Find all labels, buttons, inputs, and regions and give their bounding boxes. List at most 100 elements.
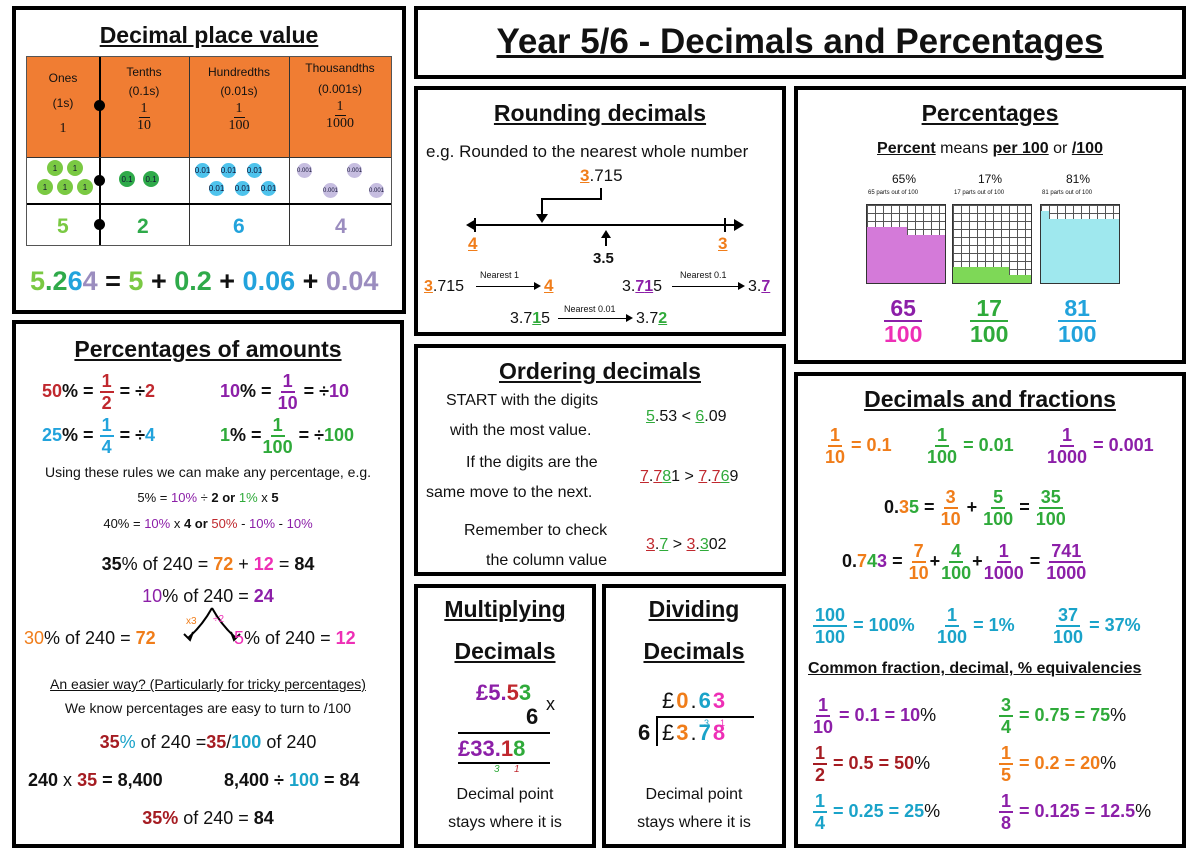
frac-den: 4 (1001, 717, 1012, 737)
ex-part: 10% (249, 516, 276, 531)
hundredths-fraction: 1 100 (229, 102, 250, 133)
frac-num: 1 (996, 541, 1011, 563)
frac-num: 100 (813, 605, 848, 627)
easier-line-4: 35% of 240 = 84 (16, 808, 400, 829)
frac: 7 10 (909, 542, 929, 582)
dfrac-expand-1: 0.35 = 3 10 + 5 100 = 35 100 (884, 488, 1067, 528)
dfrac-value: = 0.01 (963, 434, 1014, 455)
ones-value: 1 (59, 121, 67, 137)
rounding-digit: 3 (580, 166, 590, 185)
frac-den: 2 (101, 393, 112, 413)
div-caption-2: stays where it is (637, 814, 751, 831)
coin-hundredth: 0.01 (261, 181, 276, 196)
e-part: 7 (857, 550, 868, 571)
divisor: 6 (638, 720, 651, 745)
pct-value: = 37% (1089, 614, 1141, 635)
decimal-line (99, 57, 101, 245)
page-title: Year 5/6 - Decimals and Percentages (496, 22, 1104, 61)
hundredths-unit: (0.01s) (220, 83, 258, 98)
ex-part: .53 < (654, 408, 696, 425)
col-line (289, 57, 290, 245)
ex-part: 6 (720, 468, 730, 485)
arrow-right-icon (734, 219, 744, 231)
dividend: £3.78 (662, 720, 727, 746)
e-part: + (966, 496, 978, 517)
ex-part: 100 (231, 732, 262, 752)
e-part: = (1019, 496, 1030, 517)
div-part: £ (662, 688, 677, 713)
coin-tenth: 0.1 (119, 171, 135, 187)
ex-part: % of 240 = (121, 554, 214, 574)
ex3-result: 3.72 (636, 310, 667, 328)
frac-den: 100 (1053, 627, 1084, 647)
ex-part: 35 (101, 554, 122, 574)
frac: 1 100 (937, 606, 967, 646)
ex-rest: 3. (748, 278, 762, 295)
ex-part: 8,400 ÷ (224, 770, 289, 790)
ex-digit: 7 (761, 278, 771, 295)
frac-num: 1 (233, 101, 245, 119)
divide-2-label: ÷2 (213, 614, 225, 625)
ex-part: 6 (695, 408, 705, 425)
percent-amounts-title: Percentages of amounts (74, 336, 342, 362)
ex-part: - (237, 516, 250, 531)
ex-part: of 240 (261, 732, 317, 752)
dividing-title-1: Dividing (648, 596, 740, 622)
r-frac: 1 10 (278, 372, 298, 412)
def-part: means (935, 140, 993, 157)
frac-num: 1 (828, 425, 843, 447)
ex-part: 5 (234, 628, 245, 648)
frac-num: 7 (911, 541, 926, 563)
midpoint-label: 3.5 (593, 250, 614, 267)
ex3-label: Nearest 0.01 (564, 304, 616, 314)
ex-part: 30 (24, 628, 45, 648)
rounding-subtitle: e.g. Rounded to the nearest whole number (426, 142, 749, 161)
frac-den: 5 (1001, 765, 1012, 785)
frac-num: 741 (1049, 541, 1084, 563)
eq-digit: .2 (45, 266, 68, 296)
pct-value: = 100% (853, 614, 915, 635)
ex-rest: .715 (432, 278, 465, 295)
ex-part: 4 (183, 516, 192, 531)
ex-part: + (233, 554, 254, 574)
def-part: Percent (877, 140, 936, 157)
mult-part: £33. (458, 736, 501, 761)
frac-den: 1000 (326, 116, 354, 132)
eq-sign: + (295, 266, 326, 296)
equiv-value: = 0.1 = (839, 704, 901, 725)
equiv-value: = 0.2 = (1019, 752, 1081, 773)
header-ones: Ones (1s) 1 (27, 57, 99, 157)
r-pct: 1 (220, 424, 231, 445)
e-part: 0. (884, 496, 900, 517)
def-part: per 100 (992, 140, 1049, 157)
multiplying-title-1: Multiplying (444, 596, 566, 622)
percent-definition: Percent means per 100 or /100 (798, 140, 1182, 158)
ex-part: 10% (286, 516, 313, 531)
arrow-down-icon (536, 214, 548, 223)
equiv-value: 12.5 (1100, 800, 1136, 821)
ex-rest: 5 (653, 278, 663, 295)
frac-den: 100 (262, 437, 293, 457)
ones-label: Ones (48, 71, 78, 85)
division-bracket (656, 716, 658, 746)
eq-term: 0.2 (174, 266, 212, 296)
hundred-grid (952, 204, 1032, 284)
frac-den: 1000 (1046, 563, 1087, 583)
dividing-panel: Dividing Decimals £0.63 6 £3.78 3 1 Deci… (602, 584, 786, 848)
frac: 35 100 (1036, 488, 1066, 528)
e-part: 3 (877, 550, 888, 571)
frac-num: 1 (935, 425, 950, 447)
equiv-value: 10 (900, 704, 921, 725)
split-arrows-icon (183, 607, 241, 642)
ex-part: 12 (335, 628, 356, 648)
frac-num: 1 (945, 605, 960, 627)
frac-den: 100 (937, 627, 968, 647)
frac: 1 10 (813, 696, 833, 736)
div-part: . (690, 688, 699, 713)
place-value-panel: Decimal place value Ones (1s) 1 Tenths (… (12, 6, 406, 314)
pct-frac-1: 100 100 = 100% (812, 606, 915, 646)
equiv-value: 20 (1080, 752, 1101, 773)
